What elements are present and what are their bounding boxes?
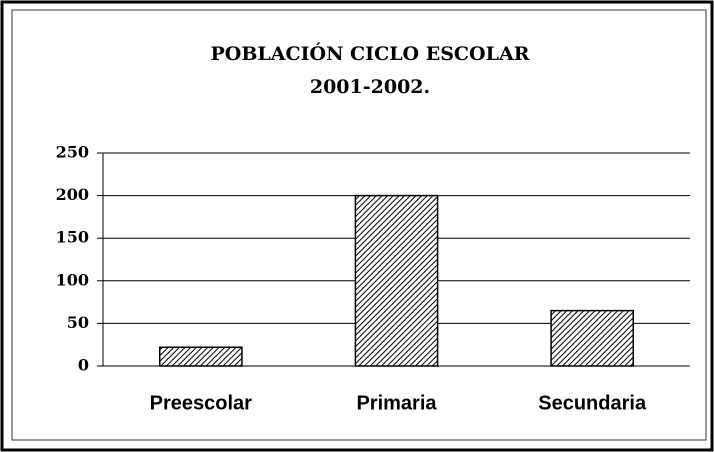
y-tick-label: 200 xyxy=(56,185,89,204)
chart-subtitle: 2001-2002. xyxy=(310,76,430,98)
bar xyxy=(354,194,439,367)
y-tick-label: 50 xyxy=(67,313,89,332)
chart-title: POBLACIÓN CICLO ESCOLAR xyxy=(211,42,530,65)
y-tick-label: 100 xyxy=(56,270,89,289)
x-tick-label: Secundaria xyxy=(538,392,647,414)
bar xyxy=(158,346,243,367)
chart-frame xyxy=(11,9,707,441)
bar xyxy=(550,309,635,367)
y-tick-label: 150 xyxy=(56,228,89,247)
x-tick-label: Preescolar xyxy=(150,392,253,414)
y-tick-label: 250 xyxy=(56,143,89,162)
x-tick-label: Primaria xyxy=(356,392,437,414)
y-tick-label: 0 xyxy=(78,356,89,375)
